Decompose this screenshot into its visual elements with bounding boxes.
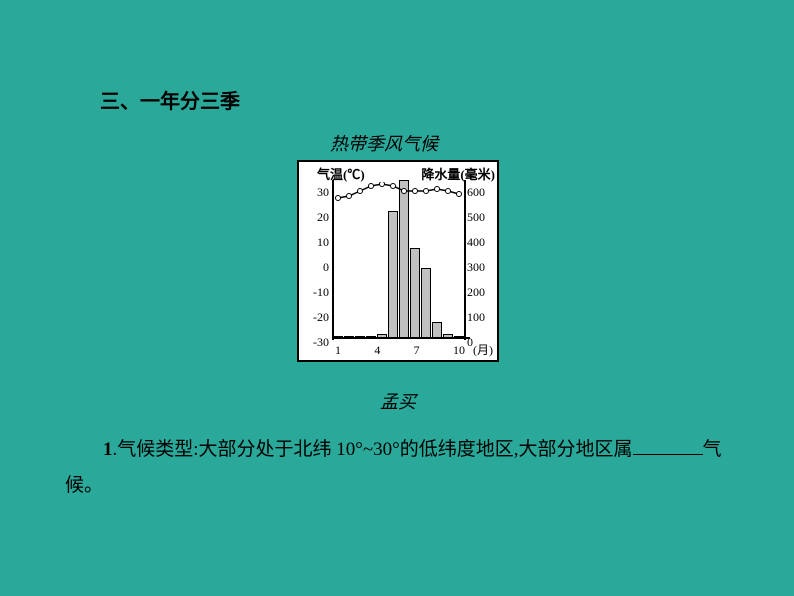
item-number: 1 [103,439,113,460]
temperature-line [333,182,469,337]
chart-subtitle: 热带季风气候 [330,130,438,156]
body-paragraph: 1.气候类型:大部分处于北纬 10°~30°的低纬度地区,大部分地区属气候。 [65,432,730,504]
chart-caption: 孟买 [380,388,416,414]
y-right-ticks: 600 500 400 300 200 100 0 [467,180,495,355]
x-axis-ticks: 1 4 7 10 [335,343,465,358]
body-prefix: .气候类型:大部分处于北纬 10°~30°的低纬度地区,大部分地区属 [113,439,633,460]
climate-chart: 气温(℃) 降水量(毫米) 30 20 10 0 -10 -20 -30 600… [297,160,499,362]
fill-blank[interactable] [633,437,703,455]
section-title: 三、一年分三季 [100,85,240,114]
y-left-ticks: 30 20 10 0 -10 -20 -30 [301,180,329,355]
x-axis-label: (月) [473,341,493,358]
